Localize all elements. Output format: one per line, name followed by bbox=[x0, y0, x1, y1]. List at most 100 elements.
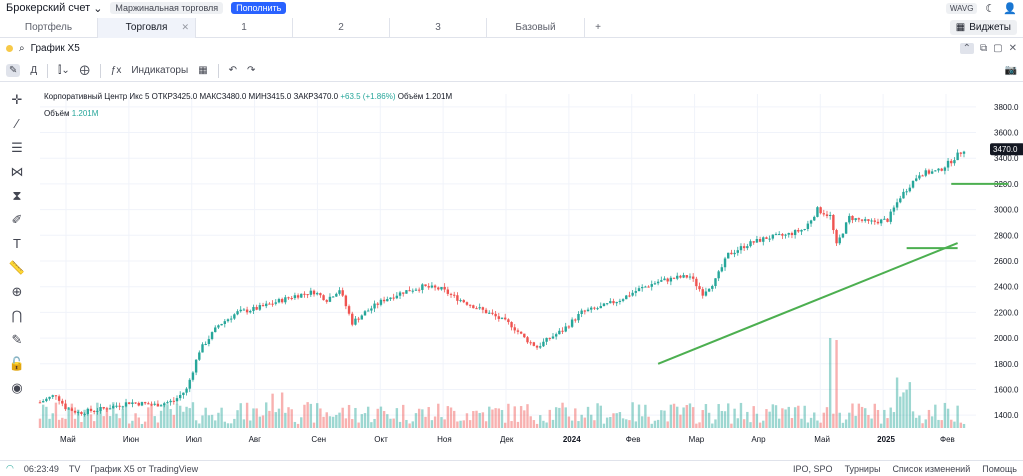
user-icon[interactable]: 👤 bbox=[1003, 2, 1017, 15]
moon-icon[interactable]: ☾ bbox=[985, 2, 996, 15]
chevron-up-icon[interactable]: ⌃ bbox=[959, 42, 975, 54]
candle-body bbox=[112, 405, 115, 409]
candle-body bbox=[513, 327, 516, 331]
lock-draw-icon[interactable]: ✎ bbox=[11, 332, 23, 347]
tab-portfolio[interactable]: Портфель bbox=[0, 17, 98, 38]
tab-1[interactable]: 1 bbox=[196, 17, 293, 38]
link-color-dot-icon[interactable] bbox=[6, 44, 13, 52]
volume-bar bbox=[150, 403, 153, 428]
margin-trading-button[interactable]: Маржинальная торговля bbox=[110, 2, 224, 14]
volume-bar bbox=[714, 419, 717, 428]
tab-trading[interactable]: Торговля ✕ bbox=[98, 17, 196, 38]
changelog-link[interactable]: Список изменений bbox=[892, 463, 971, 474]
wavg-badge[interactable]: WAVG bbox=[945, 2, 978, 14]
volume-bar bbox=[220, 407, 223, 428]
candle-body bbox=[363, 311, 367, 316]
candle-body bbox=[822, 213, 826, 215]
candle-body bbox=[57, 396, 61, 401]
volume-bar bbox=[96, 402, 99, 428]
volume-bar bbox=[207, 415, 211, 428]
tournaments-link[interactable]: Турниры bbox=[844, 463, 881, 474]
candle-body bbox=[784, 234, 787, 236]
add-tab-button[interactable]: + bbox=[585, 18, 611, 38]
interval-button[interactable]: Д bbox=[30, 65, 38, 76]
volume-legend: Объём 1.201M bbox=[44, 109, 98, 118]
brush-icon[interactable]: ✐ bbox=[11, 212, 23, 227]
candle-body bbox=[733, 252, 736, 255]
topup-button[interactable]: Пополнить bbox=[231, 2, 287, 14]
widgets-button[interactable]: ▦ Виджеты bbox=[949, 20, 1017, 35]
tab-3[interactable]: 3 bbox=[390, 17, 487, 38]
candle-body bbox=[481, 307, 485, 310]
volume-bar bbox=[194, 420, 198, 428]
volume-bar bbox=[650, 423, 653, 428]
ruler-icon[interactable]: 📏 bbox=[8, 260, 26, 275]
price-chart[interactable]: 3800.03600.03400.03200.03000.02800.02600… bbox=[36, 88, 1023, 446]
ipo-link[interactable]: IPO, SPO bbox=[793, 463, 833, 474]
volume-bar bbox=[280, 392, 284, 428]
maximize-icon[interactable]: ▢ bbox=[993, 42, 1003, 54]
tab-basic[interactable]: Базовый bbox=[487, 17, 585, 38]
candle-body bbox=[599, 306, 602, 309]
volume-bar bbox=[570, 420, 574, 428]
eye-icon[interactable]: ◉ bbox=[11, 380, 23, 395]
pencil-icon[interactable]: ✎ bbox=[6, 64, 21, 77]
indicators-button[interactable]: Индикаторы bbox=[131, 65, 189, 76]
pattern-icon[interactable]: ⋈ bbox=[10, 164, 24, 179]
projection-icon[interactable]: ⧗ bbox=[12, 188, 22, 203]
candle-body bbox=[242, 309, 246, 311]
volume-bar bbox=[707, 412, 711, 428]
volume-bar bbox=[889, 407, 892, 428]
lock-icon[interactable]: 🔓 bbox=[8, 356, 26, 371]
layout-icon[interactable]: ▦ bbox=[198, 65, 208, 76]
volume-bar bbox=[370, 422, 373, 428]
volume-bar bbox=[500, 409, 504, 428]
candle-body bbox=[175, 398, 179, 402]
candle-body bbox=[519, 331, 523, 334]
volume-bar bbox=[233, 418, 236, 428]
volume-bar bbox=[701, 410, 704, 428]
close-icon[interactable]: ✕ bbox=[181, 22, 189, 32]
candle-body bbox=[867, 219, 870, 221]
tab-2[interactable]: 2 bbox=[293, 17, 390, 38]
close-icon[interactable]: ✕ bbox=[1008, 42, 1017, 54]
camera-icon[interactable]: 📷 bbox=[1004, 65, 1017, 76]
volume-bar bbox=[666, 421, 669, 428]
y-tick-label: 3600.0 bbox=[994, 129, 1019, 138]
magnet-icon[interactable]: ⋂ bbox=[11, 308, 23, 323]
volume-bar bbox=[688, 403, 692, 428]
y-tick-label: 1800.0 bbox=[994, 360, 1019, 369]
search-input[interactable]: График X5 bbox=[30, 42, 80, 54]
copy-icon[interactable]: ⧉ bbox=[980, 42, 988, 54]
undo-icon[interactable]: ↶ bbox=[228, 65, 238, 76]
account-selector[interactable]: Брокерский счет ⌄ bbox=[6, 2, 102, 15]
text-icon[interactable]: T bbox=[13, 236, 21, 251]
volume-bar bbox=[879, 423, 883, 428]
redo-icon[interactable]: ↷ bbox=[247, 65, 256, 76]
volume-bar bbox=[386, 414, 389, 428]
volume-bar bbox=[672, 403, 676, 428]
volume-bar bbox=[363, 413, 367, 428]
candle-body bbox=[472, 305, 475, 309]
zoom-icon[interactable]: ⊕ bbox=[11, 284, 23, 299]
search-icon: ⌕ bbox=[19, 42, 25, 54]
candle-body bbox=[64, 403, 67, 410]
volume-bar bbox=[236, 410, 239, 428]
compare-icon[interactable]: ⨁ bbox=[79, 65, 90, 76]
candle-body bbox=[159, 405, 163, 407]
candle-body bbox=[236, 311, 239, 315]
crosshair-icon[interactable]: ✛ bbox=[11, 92, 23, 107]
candle-body bbox=[328, 296, 332, 302]
candle-body bbox=[685, 275, 688, 278]
fib-icon[interactable]: ☰ bbox=[11, 140, 23, 155]
trend-line-icon[interactable]: ⁄ bbox=[15, 116, 19, 131]
help-link[interactable]: Помощь bbox=[982, 463, 1017, 474]
volume-bar bbox=[621, 418, 625, 428]
candle-body bbox=[89, 408, 93, 411]
candles-icon[interactable]: ⫿⌄ bbox=[58, 65, 70, 76]
volume-bar bbox=[306, 402, 309, 428]
legend-open: ОТКР3425.0 bbox=[151, 92, 198, 101]
indicators-icon[interactable]: ƒx bbox=[110, 65, 122, 76]
chart-svg[interactable]: 3800.03600.03400.03200.03000.02800.02600… bbox=[36, 88, 1023, 446]
candle-body bbox=[67, 408, 70, 410]
